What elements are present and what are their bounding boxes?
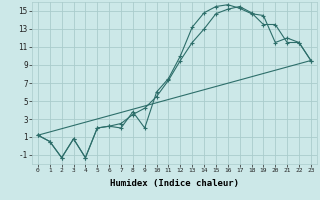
X-axis label: Humidex (Indice chaleur): Humidex (Indice chaleur) [110,179,239,188]
